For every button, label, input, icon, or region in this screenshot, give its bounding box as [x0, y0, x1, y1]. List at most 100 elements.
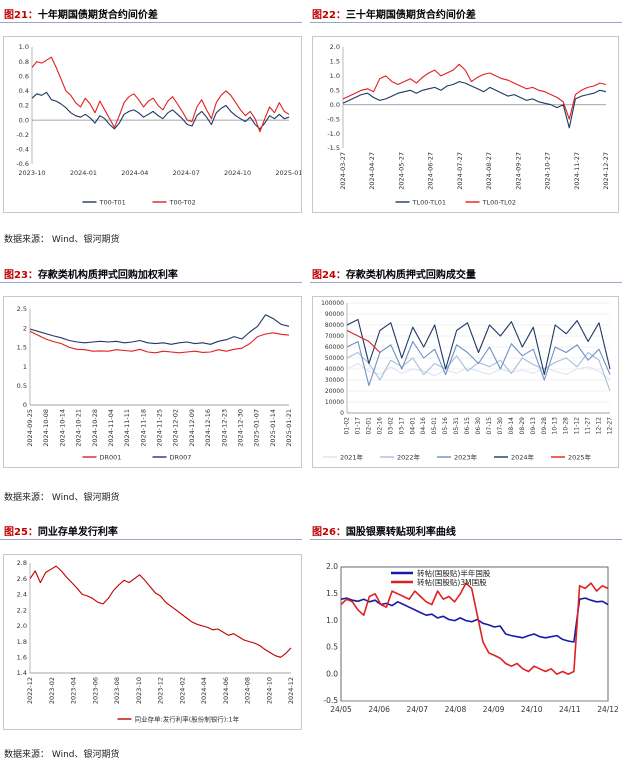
fig24-chart: 100000 90000 80000 70000 60000 50000 40000 3000… [312, 296, 619, 468]
fig24-ytick-label: 100000 [321, 300, 344, 307]
fig23-xtick-label: 2024-09-25 [26, 409, 34, 447]
fig21-title: 图21：十年期国债期货合约间价差 [4, 10, 158, 21]
source-3: 数据来源： Wind、银河期货 [4, 750, 120, 760]
fig23-ytick-label: 0.5 [17, 382, 27, 390]
fig21-xtick-label: 2024-07 [173, 169, 200, 177]
fig24-xtick-label: 12-12 [596, 417, 603, 435]
fig21-series-line-0 [31, 91, 290, 130]
fig23-title: 图23：存款类机构质押式回购加权利率 [4, 270, 178, 281]
fig23-xtick-label: 2025-01-07 [253, 409, 261, 447]
fig21-ytick-label: -0.2 [16, 131, 29, 139]
fig26-xtick-label: 24/12 [597, 705, 618, 714]
fig23-chart: 2.5 2 1.5 1 0.5 0 2024-09-25 2024-10-08 2024-10-… [3, 296, 302, 468]
fig26-rule [310, 539, 622, 540]
fig23-xtick-label: 2024-12-30 [236, 409, 244, 447]
fig24-xtick-label: 02-01 [365, 417, 372, 435]
fig24-ytick-label: 80000 [325, 322, 344, 329]
fig25-ytick-label: 2.4 [17, 591, 27, 599]
fig21-chart: 1.0 0.8 0.6 0.4 0.2 0.0 -0.2 -0.4 -0.6 2023-10 202… [3, 36, 303, 213]
fig22-ytick-label: -1.0 [327, 130, 340, 138]
fig22-legend-label: TL00-TL01 [412, 198, 446, 206]
fig22-series-line-1 [342, 63, 607, 120]
fig22-title: 图22：三十年期国债期货合约间价差 [312, 10, 476, 21]
fig25-series-line-0 [29, 565, 292, 658]
fig21-xtick-label: 2024-10 [224, 169, 251, 177]
fig24-xtick-label: 01-02 [344, 417, 351, 435]
fig23-xtick-label: 2024-12-09 [188, 409, 196, 447]
fig21-rule [0, 22, 302, 23]
fig21-ytick-label: 0.2 [19, 102, 29, 110]
fig24-xtick-label: 08-14 [508, 417, 515, 435]
fig22-rule [310, 22, 622, 23]
fig23-rule [0, 282, 302, 283]
fig22-xtick-label: 2024-08-27 [485, 152, 493, 190]
fig24-ytick-label: 70000 [325, 333, 344, 340]
fig24-ytick-label: 10000 [325, 399, 344, 406]
fig21-ytick-label: 0.6 [19, 72, 29, 80]
fig24-legend-label: 2024年 [511, 452, 535, 461]
fig21-xtick-label: 2024-04 [121, 169, 148, 177]
fig23-xtick-label: 2024-10-28 [91, 409, 99, 447]
fig26-ytick-label: 1.5 [326, 589, 338, 598]
fig21-xtick-label: 2024-01 [70, 169, 97, 177]
fig22-xtick-label: 2024-04-27 [368, 152, 376, 190]
fig23-xtick-label: 2024-10-08 [42, 409, 50, 447]
fig23-series-line-1 [29, 314, 290, 345]
fig25-xtick-label: 2024-06 [222, 677, 230, 704]
fig24-legend-label: 2021年 [340, 452, 364, 461]
fig22-xtick-label: 2024-06-27 [427, 152, 435, 190]
fig24-ytick-label: 0 [340, 410, 344, 417]
fig22-ytick-label: 1.5 [330, 58, 340, 66]
fig25-xtick-label: 2023-08 [113, 677, 121, 704]
fig24-ytick-label: 40000 [325, 366, 344, 373]
fig26-ytick-label: 1.0 [326, 616, 338, 625]
fig21-ytick-label: -0.4 [16, 146, 29, 154]
fig24-xtick-label: 05-16 [442, 417, 449, 435]
fig24-series-line-0 [346, 362, 611, 381]
fig22-xtick-label: 2024-07-27 [456, 152, 464, 190]
fig24-xtick-label: 03-17 [398, 417, 405, 435]
fig24-series-line-2 [346, 340, 611, 387]
fig25-xtick-label: 2023-04 [70, 677, 78, 704]
fig26-series-line-0 [340, 597, 609, 643]
fig21-xtick-label: 2025-01 [275, 169, 301, 177]
fig25-xtick-label: 2024-12 [287, 677, 295, 704]
fig23-xtick-label: 2024-11-25 [156, 409, 164, 447]
fig26-ytick-label: 2.0 [326, 562, 338, 571]
fig23-xtick-label: 2024-12-23 [220, 409, 228, 447]
fig24-xtick-label: 06-30 [475, 417, 482, 435]
fig24-series-line-4 [346, 330, 381, 353]
fig24-legend-label: 2025年 [568, 452, 592, 461]
fig24-xtick-label: 09-13 [530, 417, 537, 435]
fig22-xtick-label: 2024-09-27 [514, 152, 522, 190]
fig24-legend-label: 2023年 [454, 452, 478, 461]
fig21-ytick-label: 0.4 [19, 87, 29, 95]
fig25-ytick-label: 2.8 [17, 559, 27, 567]
fig24-xtick-label: 02-16 [376, 417, 383, 435]
fig25-xtick-label: 2023-06 [91, 677, 99, 704]
fig22-xtick-label: 2024-03-27 [339, 152, 347, 190]
fig24-xtick-label: 05-01 [431, 417, 438, 435]
fig23-ytick-label: 1.5 [17, 344, 27, 352]
fig24-xtick-label: 07-15 [486, 417, 493, 435]
fig23-ytick-label: 1 [23, 363, 27, 371]
fig22-ytick-label: 0.0 [330, 101, 340, 109]
fig22-xtick-label: 2024-10-27 [544, 152, 552, 190]
fig24-rule [310, 282, 622, 283]
fig25-chart: 2.8 2.6 2.4 2.2 2.0 1.8 1.6 1.4 2022-12 2023-02 20… [3, 554, 302, 730]
fig21-legend-label: T00-T01 [99, 198, 126, 206]
fig26-xtick-label: 24/07 [406, 705, 428, 714]
fig24-title: 图24：存款类机构质押式回购成交量 [312, 270, 476, 281]
fig26-xtick-label: 24/09 [483, 705, 505, 714]
fig23-xtick-label: 2024-12-02 [172, 409, 180, 447]
fig21-ytick-label: 1.0 [19, 43, 29, 51]
fig22-ytick-label: 1.0 [330, 72, 340, 80]
fig25-rule [0, 539, 302, 540]
fig26-plot-frame [340, 566, 609, 702]
fig22-chart: 2.0 1.5 1.0 0.5 0.0 -0.5 -1.0 -1.5 2024-03-27 202… [312, 36, 619, 213]
fig22-ytick-label: -0.5 [327, 115, 340, 123]
fig26-legend-label: 转帖(国股贴)3M国股 [417, 577, 487, 587]
fig24-series-line-1 [346, 351, 611, 392]
fig24-ytick-label: 30000 [325, 377, 344, 384]
source-2: 数据来源： Wind、银河期货 [4, 493, 120, 503]
